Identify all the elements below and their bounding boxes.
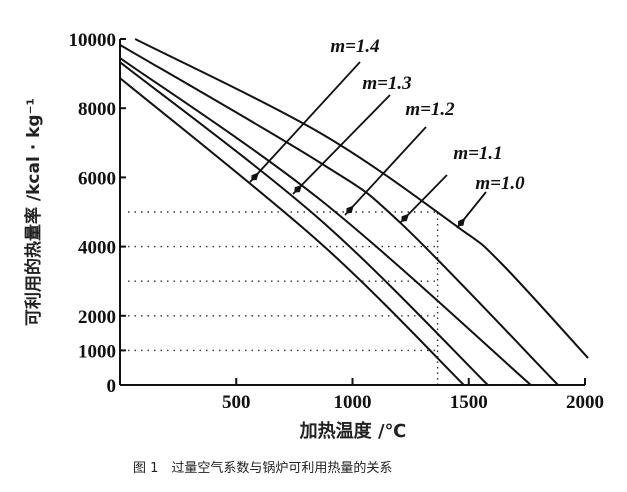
curve-m-1-0 xyxy=(134,38,589,359)
arrowhead-icon xyxy=(251,172,259,181)
y-tick-label: 1000 xyxy=(78,341,116,362)
x-tick-label: 1500 xyxy=(450,392,488,413)
annotation-arrow-0 xyxy=(249,61,361,183)
annotation-label-m-1-3: m=1.3 xyxy=(362,73,411,94)
x-axis-label: 加热温度 /℃ xyxy=(299,420,407,442)
arrowhead-icon xyxy=(458,217,466,227)
curve-m-1-3 xyxy=(119,61,489,386)
series-curves xyxy=(119,38,589,386)
curve-m-1-1 xyxy=(119,44,559,386)
arrowhead-icon xyxy=(346,205,354,214)
x-tick-label: 1000 xyxy=(334,392,372,413)
y-tick-label: 2000 xyxy=(78,307,116,328)
annotations: m=1.4 m=1.3 m=1.2 m=1.1 m=1.0 xyxy=(249,36,525,229)
figure-caption: 图 1 过量空气系数与锅炉可利用热量的关系 xyxy=(133,461,393,476)
x-tick-label: 2000 xyxy=(566,392,604,413)
annotation-arrow-4 xyxy=(456,191,487,229)
reference-lines xyxy=(128,211,439,385)
annotation-arrow-3 xyxy=(399,174,448,224)
curve-m-1-2 xyxy=(119,57,532,386)
y-tick-label: 8000 xyxy=(78,99,116,120)
y-axis-label: 可利用的热量率 /kcal · kg⁻¹ xyxy=(23,98,44,326)
annotation-arrow xyxy=(292,94,391,195)
y-tick-label: 6000 xyxy=(78,168,116,189)
y-tick-label: 4000 xyxy=(78,238,116,259)
annotation-arrow xyxy=(249,61,361,183)
y-tick-label: 10000 xyxy=(69,30,117,51)
axes xyxy=(119,38,586,386)
curve-m-1-4 xyxy=(119,77,465,386)
annotation-label-m-1-1: m=1.1 xyxy=(453,143,502,164)
annotation-arrow-2 xyxy=(344,126,427,216)
annotation-label-m-1-2: m=1.2 xyxy=(405,99,455,120)
annotation-label-m-1-4: m=1.4 xyxy=(330,36,379,57)
y-tick-label: 0 xyxy=(107,376,117,397)
arrowhead-icon xyxy=(401,213,410,222)
annotation-arrow xyxy=(344,126,427,216)
annotation-label-m-1-0: m=1.0 xyxy=(475,173,525,194)
x-tick-label: 500 xyxy=(222,392,251,413)
arrowhead-icon xyxy=(294,184,303,193)
tick-labels: 0 1000 2000 4000 6000 8000 10000 500 1000 1500 200… xyxy=(69,30,605,413)
annotation-arrow-1 xyxy=(292,94,391,195)
